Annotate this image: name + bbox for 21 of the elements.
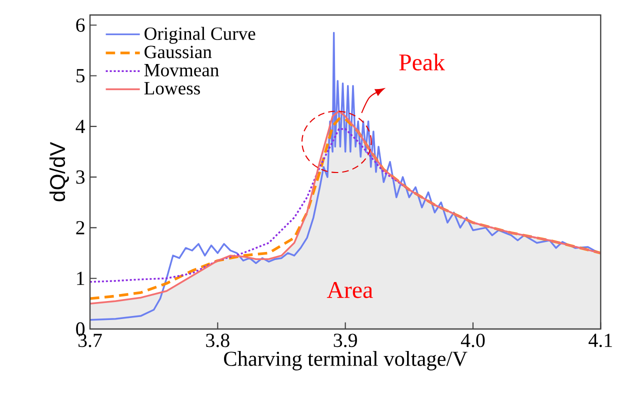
legend-label: Lowess — [144, 82, 200, 95]
x-tick-label: 3.9 — [334, 334, 357, 348]
y-tick-label: 2 — [76, 221, 84, 234]
y-axis-title: dQ/dV — [49, 142, 69, 202]
y-tick-label: 6 — [76, 18, 85, 32]
legend-label: Movmean — [144, 64, 219, 76]
legend-label: Gaussian — [144, 46, 212, 58]
y-tick-label: 5 — [76, 69, 85, 82]
legend-label: Original Curve — [144, 26, 256, 44]
y-tick-label: 1 — [77, 272, 84, 285]
x-tick-label: 3.7 — [78, 334, 102, 348]
x-tick-label: 3.8 — [206, 334, 230, 348]
x-tick-label: 4.0 — [460, 334, 485, 348]
y-tick-label: 3 — [76, 170, 85, 184]
line-series — [90, 117, 601, 300]
x-axis-title: Charving terminal voltage/V — [224, 351, 468, 370]
y-tick-label: 0 — [76, 322, 85, 336]
y-tick-label: 4 — [76, 120, 85, 133]
annotation: Peak — [399, 54, 446, 71]
x-tick-label: 4.1 — [588, 334, 612, 348]
annotation: Area — [326, 282, 373, 298]
